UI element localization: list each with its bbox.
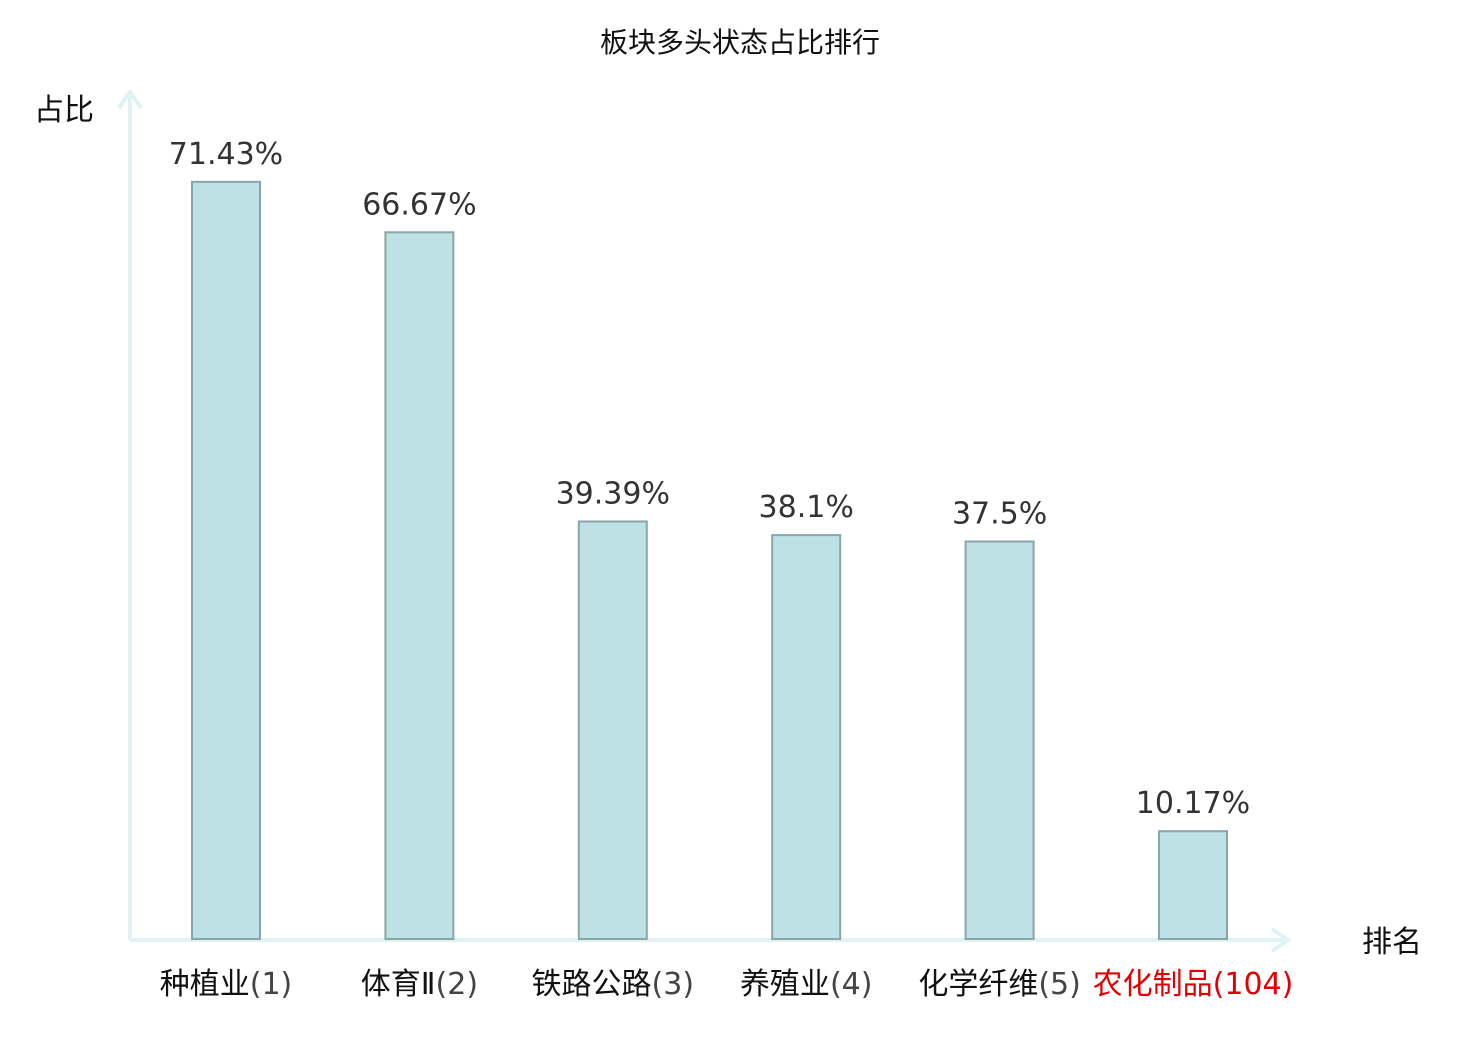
category-label-2: 体育Ⅱ(2) <box>361 967 478 1002</box>
x-axis <box>130 927 1292 953</box>
category-label-1: 种植业(1) <box>160 967 293 1002</box>
chart-title: 板块多头状态占比排行 <box>600 26 880 59</box>
value-label-5: 37.5% <box>952 497 1047 532</box>
bar-2 <box>384 231 455 941</box>
bar-4 <box>771 534 842 940</box>
y-axis <box>117 88 143 940</box>
category-label-5: 化学纤维(5) <box>918 967 1081 1002</box>
y-axis-label: 占比 <box>34 93 94 128</box>
value-label-1: 71.43% <box>169 137 283 172</box>
value-labels-group: 71.43% 66.67% 39.39% 38.1% 37.5% 10.17% <box>169 137 1250 821</box>
category-label-4: 养殖业(4) <box>740 967 873 1002</box>
bar-1 <box>191 180 261 941</box>
value-label-6: 10.17% <box>1136 786 1250 821</box>
value-label-2: 66.67% <box>362 187 476 222</box>
x-axis-label: 排名 <box>1362 925 1422 960</box>
bar-6 <box>1158 830 1228 940</box>
value-label-3: 39.39% <box>556 476 670 511</box>
category-label-6: 农化制品(104) <box>1093 967 1294 1002</box>
bars-group <box>191 180 1228 941</box>
bar-5 <box>964 540 1035 940</box>
category-labels-group: 种植业(1) 体育Ⅱ(2) 铁路公路(3) 养殖业(4) 化学纤维(5) 农化制品(104… <box>160 967 1294 1002</box>
category-label-3: 铁路公路(3) <box>532 967 695 1002</box>
value-label-4: 38.1% <box>759 490 854 525</box>
bar-3 <box>577 520 648 940</box>
